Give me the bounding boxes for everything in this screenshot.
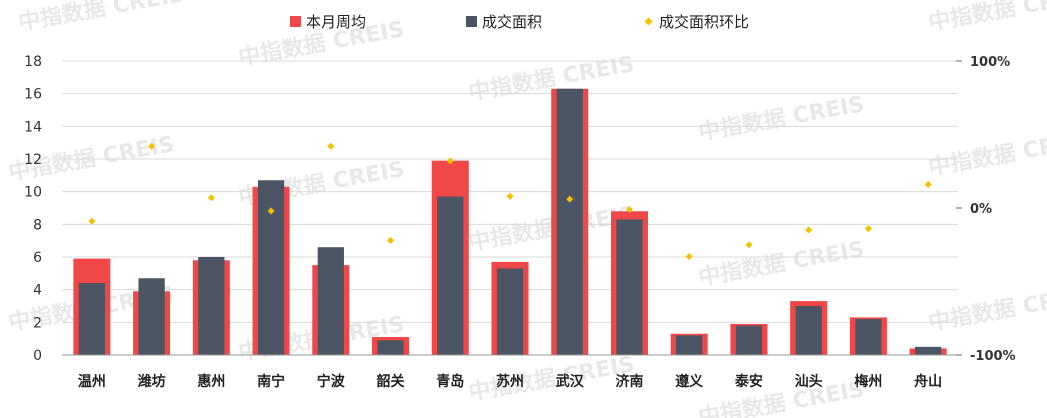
bar-transaction-area: [198, 257, 225, 355]
x-tick-label: 济南: [615, 373, 643, 390]
watermark-text: 中指数据 CREIS: [697, 376, 867, 418]
point-mom-change: [387, 236, 395, 244]
x-tick-label: 韶关: [377, 373, 405, 390]
bar-transaction-area: [138, 278, 165, 355]
point-mom-change: [924, 180, 932, 188]
bar-transaction-area: [377, 340, 404, 355]
x-tick-label: 南宁: [257, 373, 285, 390]
y-left-tick-label: 18: [24, 54, 42, 70]
x-tick-label: 潍坊: [138, 373, 166, 390]
point-mom-change: [864, 225, 872, 233]
bar-transaction-area: [437, 196, 464, 355]
watermark-text: 中指数据 CREIS: [17, 0, 187, 36]
x-tick-label: 梅州: [854, 373, 882, 390]
legend-swatch: [290, 16, 301, 27]
y-left-tick-label: 8: [33, 217, 42, 233]
bar-layer: [73, 88, 947, 356]
bar-transaction-area: [78, 283, 106, 355]
point-mom-change: [506, 192, 514, 200]
point-mom-change: [805, 226, 813, 234]
y-right-tick-label: 100%: [970, 55, 1010, 70]
bar-transaction-area: [317, 247, 344, 355]
y-left-tick-label: 6: [33, 250, 42, 266]
x-tick-label: 宁波: [317, 373, 346, 390]
bar-transaction-area: [496, 268, 524, 355]
x-tick-label: 泰安: [734, 373, 763, 390]
watermark-text: 中指数据 CREIS: [467, 351, 637, 406]
y-left-tick-label: 2: [33, 315, 42, 331]
x-tick-label: 惠州: [197, 373, 225, 390]
axes: 温州 潍坊 惠州 南宁 宁波 韶关 青岛 苏州 武汉 济南 遵义 泰安 汕头 梅州 舟山 0 2 4 6 8 10 12 1…: [24, 54, 1015, 390]
point-mom-change: [267, 207, 275, 215]
point-mom-change: [685, 253, 693, 261]
x-tick-label: 遵义: [675, 373, 703, 390]
y-left-tick-label: 0: [33, 348, 42, 364]
watermark-text: 中指数据 CREIS: [697, 236, 867, 291]
y-left-tick-label: 12: [24, 152, 42, 168]
point-mom-change: [148, 142, 156, 150]
bar-transaction-area: [855, 319, 882, 355]
legend-swatch: [466, 16, 477, 27]
x-tick-label: 苏州: [496, 373, 524, 390]
bar-transaction-area: [735, 325, 763, 355]
legend-label: 成交面积环比: [659, 13, 749, 31]
point-mom-change: [625, 205, 633, 213]
watermark-text: 中指数据 CREIS: [927, 0, 1047, 36]
point-mom-change: [327, 142, 335, 150]
point-mom-change: [566, 195, 574, 203]
y-right-tick-label: -100%: [970, 349, 1016, 364]
y-right-tick-label: 0%: [970, 202, 992, 217]
x-tick-label: 温州: [78, 374, 106, 390]
point-mom-change: [446, 157, 454, 165]
y-left-tick-label: 10: [24, 185, 42, 201]
bar-transaction-area: [795, 306, 822, 355]
legend-label: 本月周均: [306, 13, 366, 31]
x-tick-label: 青岛: [436, 373, 464, 390]
bar-transaction-area: [257, 180, 285, 355]
legend-label: 成交面积: [482, 13, 542, 31]
y-left-tick-label: 16: [24, 87, 42, 103]
x-tick-label: 武汉: [556, 373, 585, 390]
point-mom-change: [88, 217, 96, 225]
x-tick-label: 舟山: [914, 373, 942, 390]
bar-transaction-area: [616, 219, 643, 355]
point-mom-change: [745, 241, 753, 249]
watermark-text: 中指数据 CREIS: [697, 91, 867, 146]
point-layer: [88, 142, 932, 261]
x-tick-label: 汕头: [795, 373, 823, 390]
point-mom-change: [207, 194, 215, 202]
y-left-tick-label: 4: [33, 283, 42, 299]
bar-transaction-area: [914, 346, 942, 355]
bar-transaction-area: [676, 335, 703, 355]
watermark-text: 中指数据 CREIS: [927, 126, 1047, 181]
legend: 本月周均 成交面积 成交面积环比: [290, 13, 749, 31]
legend-swatch: [644, 17, 653, 26]
y-left-tick-label: 14: [24, 119, 42, 135]
bar-transaction-area: [556, 88, 583, 356]
